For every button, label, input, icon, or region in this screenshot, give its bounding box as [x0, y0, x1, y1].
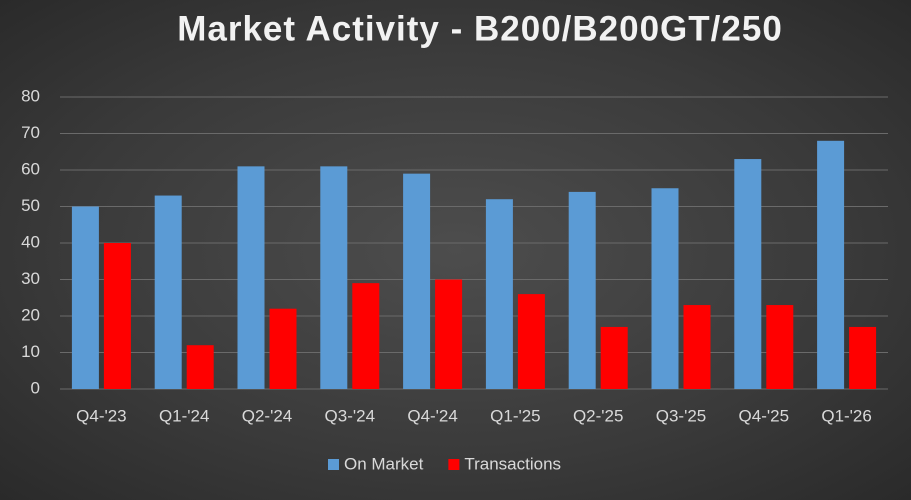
bar	[435, 279, 463, 389]
bar	[103, 243, 131, 389]
y-tick-label: 20	[21, 305, 40, 324]
y-tick-label: 10	[21, 342, 40, 361]
y-tick-label: 50	[21, 196, 40, 215]
x-tick-label: Q3-'24	[325, 406, 376, 425]
bar	[600, 326, 628, 389]
y-tick-label: 0	[31, 378, 40, 397]
y-tick-label: 40	[21, 232, 40, 251]
bar	[651, 188, 679, 389]
x-tick-label: Q4-'23	[76, 406, 127, 425]
bar	[71, 206, 99, 389]
bar	[517, 294, 545, 389]
legend-label: On Market	[344, 454, 424, 473]
bar	[154, 195, 182, 389]
y-tick-label: 60	[21, 159, 40, 178]
bar	[766, 305, 794, 389]
bar	[403, 173, 431, 389]
bar	[320, 166, 348, 389]
x-tick-label: Q1-'24	[159, 406, 210, 425]
bar	[568, 191, 596, 389]
bar	[734, 159, 762, 389]
bar	[683, 305, 711, 389]
x-tick-label: Q2-'24	[242, 406, 293, 425]
x-tick-label: Q3-'25	[656, 406, 707, 425]
bar	[237, 166, 265, 389]
bar	[485, 199, 513, 389]
x-tick-label: Q4-'25	[739, 406, 790, 425]
x-tick-label: Q2-'25	[573, 406, 624, 425]
chart-title: Market Activity - B200/B200GT/250	[177, 9, 783, 48]
x-tick-label: Q4-'24	[407, 406, 458, 425]
legend-swatch	[448, 459, 460, 470]
legend-swatch	[328, 459, 339, 470]
bar	[186, 345, 214, 389]
y-tick-label: 80	[21, 86, 40, 105]
y-tick-label: 30	[21, 269, 40, 288]
bar	[817, 140, 845, 389]
bar	[352, 283, 380, 389]
bar	[849, 326, 877, 389]
bar	[269, 308, 297, 389]
x-tick-label: Q1-'25	[490, 406, 541, 425]
x-tick-label: Q1-'26	[821, 406, 872, 425]
legend-label: Transactions	[464, 454, 561, 473]
y-tick-label: 70	[21, 123, 40, 142]
